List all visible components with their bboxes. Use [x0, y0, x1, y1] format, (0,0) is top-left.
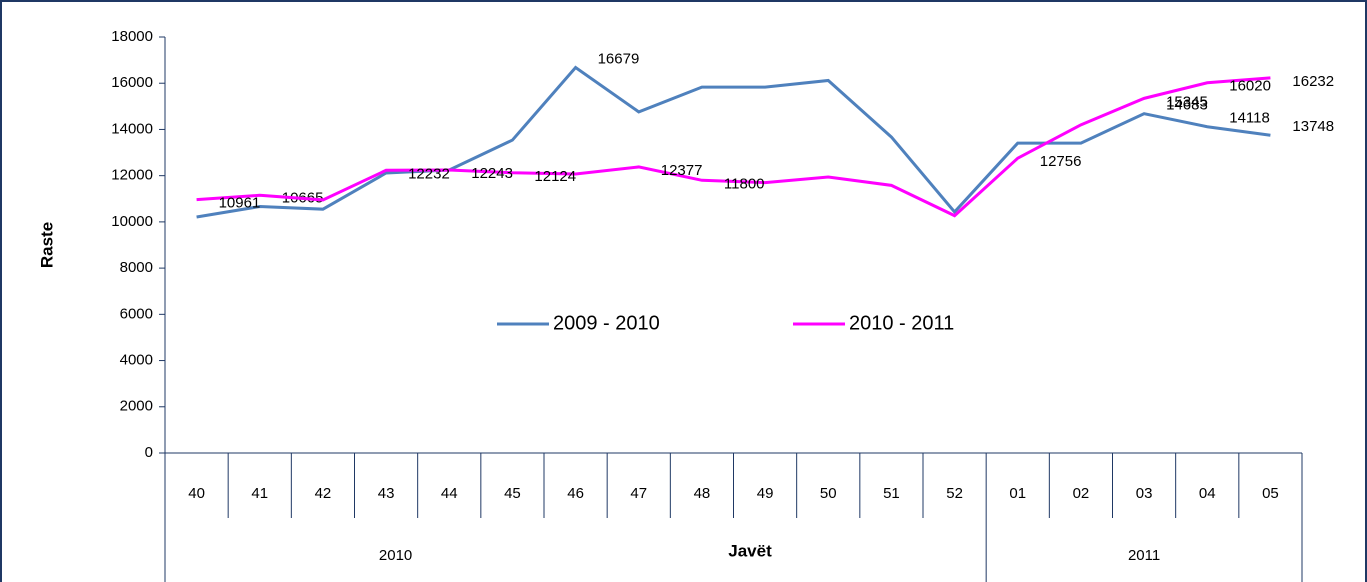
x-tick-label: 46: [567, 485, 584, 502]
data-label: 14683: [1166, 97, 1208, 114]
y-tick-label: 8000: [120, 259, 153, 276]
x-tick-label: 49: [757, 485, 774, 502]
data-label: 16679: [598, 50, 640, 67]
x-tick-label: 51: [883, 485, 900, 502]
x-tick-label: 05: [1262, 485, 1279, 502]
data-label: 16232: [1292, 73, 1334, 90]
data-label: 12756: [1040, 153, 1082, 170]
data-label: 12243: [471, 165, 513, 182]
x-tick-label: 42: [315, 485, 332, 502]
y-tick-label: 0: [145, 444, 153, 461]
x-tick-label: 44: [441, 485, 458, 502]
data-label: 14118: [1229, 110, 1270, 127]
data-label: 13748: [1292, 118, 1334, 135]
y-tick-label: 18000: [111, 28, 153, 45]
series-line: [196, 76, 1271, 218]
y-axis-label: Raste: [37, 222, 56, 268]
x-tick-label: 02: [1073, 485, 1090, 502]
data-label: 16020: [1229, 78, 1271, 95]
data-label: 12232: [408, 165, 450, 182]
x-tick-label: 41: [251, 485, 268, 502]
x-tick-label: 04: [1199, 485, 1216, 502]
data-label: 12377: [661, 162, 703, 179]
x-tick-label: 45: [504, 485, 521, 502]
data-label: 10961: [219, 195, 261, 212]
legend-label: 2010 - 2011: [849, 312, 954, 334]
y-tick-label: 14000: [111, 120, 153, 137]
data-label: 15345: [1166, 93, 1208, 110]
data-label: 11800: [724, 175, 765, 192]
x-tick-label: 47: [630, 485, 647, 502]
data-label: 12124: [534, 168, 576, 185]
x-tick-label: 01: [1009, 485, 1026, 502]
y-tick-label: 10000: [111, 213, 153, 230]
x-axis-label: Javët: [728, 541, 772, 560]
group-label: 2010: [379, 547, 412, 564]
group-label: 2011: [1128, 547, 1160, 564]
x-tick-label: 03: [1136, 485, 1153, 502]
y-tick-label: 6000: [120, 305, 153, 322]
series-line: [196, 65, 1271, 219]
y-tick-label: 12000: [111, 167, 153, 184]
y-tick-label: 4000: [120, 352, 153, 369]
y-tick-label: 16000: [111, 74, 153, 91]
x-tick-label: 52: [946, 485, 963, 502]
x-tick-label: 50: [820, 485, 837, 502]
x-tick-label: 43: [378, 485, 395, 502]
legend-label: 2009 - 2010: [553, 312, 660, 334]
x-tick-label: 40: [188, 485, 205, 502]
y-tick-label: 2000: [120, 398, 153, 415]
x-tick-label: 48: [694, 485, 711, 502]
